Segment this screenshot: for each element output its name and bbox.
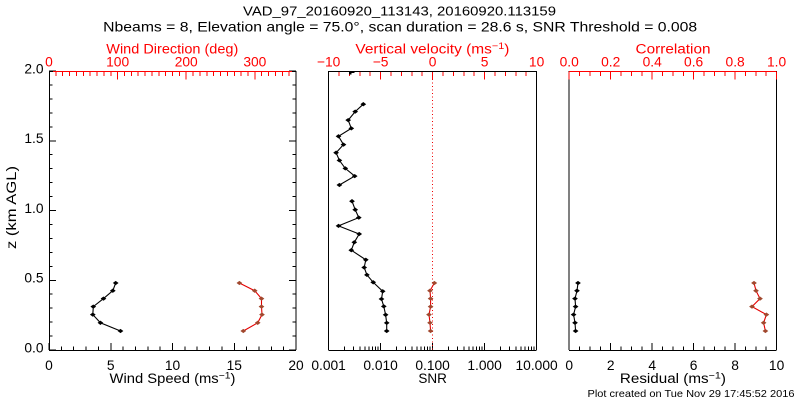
- svg-text:0: 0: [45, 358, 53, 373]
- svg-text:Plot created on Tue Nov 29 17:: Plot created on Tue Nov 29 17:45:52 2016: [588, 389, 795, 400]
- svg-text:1.0: 1.0: [767, 54, 787, 69]
- svg-text:2.0: 2.0: [24, 61, 44, 76]
- svg-text:SNR: SNR: [418, 371, 447, 386]
- svg-text:0.6: 0.6: [684, 54, 704, 69]
- svg-text:0: 0: [429, 54, 437, 69]
- svg-text:5: 5: [481, 54, 489, 69]
- svg-text:z (km AGL): z (km AGL): [4, 166, 19, 249]
- svg-text:100: 100: [106, 54, 129, 69]
- svg-text:8: 8: [731, 358, 739, 373]
- svg-text:0.0: 0.0: [560, 54, 580, 69]
- svg-text:0: 0: [45, 54, 53, 69]
- svg-text:Wind Direction (deg): Wind Direction (deg): [106, 42, 238, 57]
- svg-text:Wind Speed (ms−1): Wind Speed (ms −1): [110, 371, 236, 387]
- svg-text:1.5: 1.5: [24, 131, 44, 146]
- svg-text:300: 300: [243, 54, 266, 69]
- svg-text:0: 0: [565, 358, 573, 373]
- svg-text:0.001: 0.001: [311, 358, 346, 373]
- svg-text:0.0: 0.0: [24, 340, 44, 355]
- svg-text:5: 5: [107, 358, 115, 373]
- svg-text:4: 4: [648, 358, 656, 373]
- svg-text:Vertical velocity (ms−1): Vertical velocity (ms −1): [355, 41, 509, 57]
- svg-text:10: 10: [529, 54, 545, 69]
- svg-text:0.8: 0.8: [726, 54, 746, 69]
- svg-text:1.0: 1.0: [24, 201, 44, 216]
- svg-text:0.100: 0.100: [415, 358, 450, 373]
- svg-text:6: 6: [690, 358, 698, 373]
- svg-text:10: 10: [165, 358, 181, 373]
- svg-text:200: 200: [175, 54, 198, 69]
- svg-text:1.000: 1.000: [467, 358, 502, 373]
- svg-text:−5: −5: [373, 54, 389, 69]
- svg-text:−10: −10: [317, 54, 341, 69]
- svg-text:10: 10: [769, 358, 785, 373]
- svg-text:0.5: 0.5: [24, 271, 44, 286]
- svg-text:0.010: 0.010: [363, 358, 398, 373]
- svg-text:0.4: 0.4: [643, 54, 663, 69]
- svg-text:10.000: 10.000: [515, 358, 558, 373]
- svg-text:0.2: 0.2: [601, 54, 620, 69]
- svg-text:2: 2: [607, 358, 615, 373]
- svg-text:Correlation: Correlation: [636, 42, 711, 57]
- svg-text:20: 20: [288, 358, 304, 373]
- svg-text:Nbeams = 8, Elevation angle =: Nbeams = 8, Elevation angle = 75.0°, sca…: [103, 20, 697, 35]
- svg-text:VAD_97_20160920_113143, 201609: VAD_97_20160920_113143, 20160920.113159: [243, 3, 556, 18]
- svg-text:Residual (ms−1): Residual (ms −1): [620, 371, 726, 387]
- svg-text:15: 15: [227, 358, 243, 373]
